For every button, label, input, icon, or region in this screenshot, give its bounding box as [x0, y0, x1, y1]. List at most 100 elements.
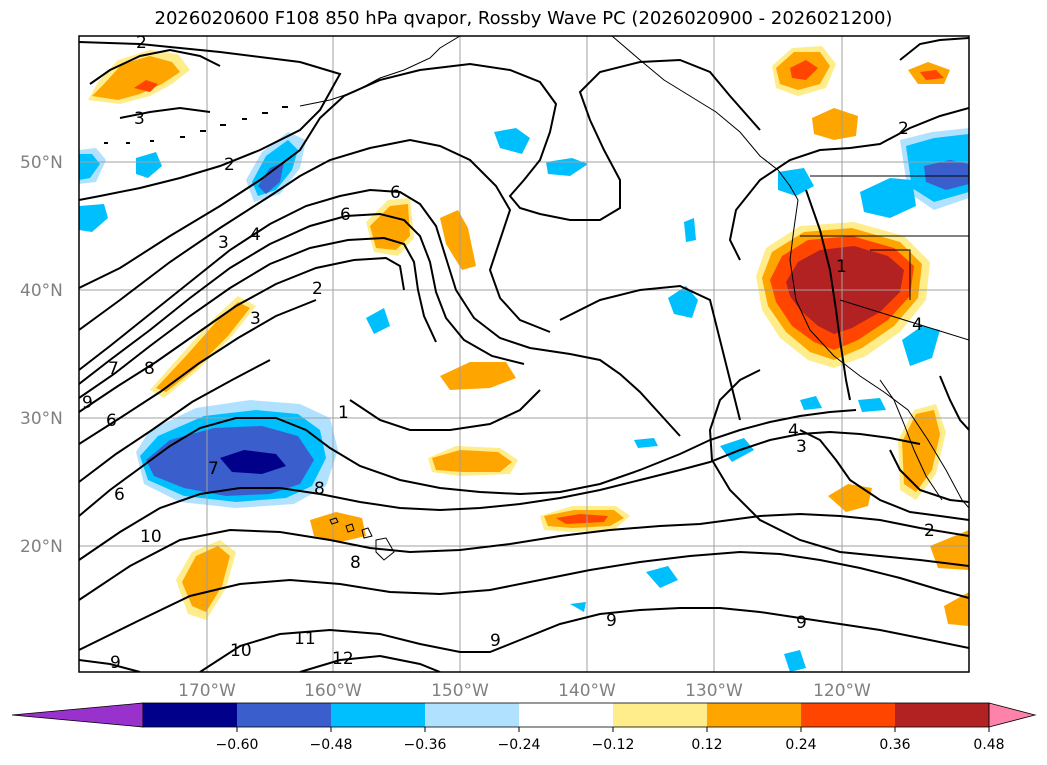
contour-label: 4	[250, 225, 261, 245]
negative-anomaly-region	[720, 438, 754, 462]
contour-label: 3	[134, 109, 145, 129]
colorbar-segment	[895, 703, 990, 727]
colorbar-extend-low	[11, 702, 144, 728]
contour-label: 7	[108, 359, 119, 379]
contour-label: 8	[144, 359, 155, 379]
contour-label: 2	[136, 33, 147, 53]
contour-label: 11	[294, 629, 316, 649]
contour-label: 7	[208, 459, 219, 479]
positive-anomaly-region	[944, 592, 969, 626]
contour-label: 8	[314, 479, 325, 499]
positive-anomaly-region	[92, 56, 180, 100]
positive-anomaly-region	[828, 484, 872, 512]
latitude-label: 30°N	[20, 409, 63, 429]
aleutian-islands	[104, 106, 288, 144]
colorbar-segment	[237, 703, 332, 727]
chart-title: 2026020600 F108 850 hPa qvapor, Rossby W…	[154, 8, 893, 29]
map-content: 2 3 2 3 4 6 6 2 3 7 8 9 6 1 7 8 6 10 8 1…	[79, 33, 969, 672]
latitude-label: 40°N	[20, 281, 63, 301]
hawaii-islands	[329, 517, 395, 561]
contour-label: 4	[912, 315, 923, 335]
colorbar-tick-label: −0.12	[592, 737, 635, 753]
positive-anomaly-region	[440, 210, 476, 270]
negative-anomaly-region	[494, 128, 530, 154]
negative-anomaly-region	[924, 160, 969, 190]
colorbar: −0.60 −0.48 −0.36 −0.24 −0.12 0.12 0.24 0.36 0.4…	[11, 702, 1037, 753]
contour-label: 6	[106, 411, 117, 431]
negative-anomaly-region	[858, 398, 886, 412]
colorbar-extend-high	[988, 702, 1037, 728]
longitude-label: 130°W	[685, 681, 743, 701]
negative-anomaly-region	[684, 218, 696, 242]
colorbar-tick-label: 0.36	[879, 737, 910, 753]
contour-label: 2	[924, 521, 935, 541]
contour-label: 9	[490, 631, 501, 651]
longitude-label: 150°W	[431, 681, 489, 701]
contour-label: 4	[788, 421, 799, 441]
negative-anomaly-region	[220, 450, 286, 474]
positive-anomaly-region	[902, 410, 940, 492]
contour-label: 10	[230, 641, 252, 661]
contour-label: 9	[606, 611, 617, 631]
map-frame	[78, 35, 970, 673]
positive-anomaly-region	[920, 70, 944, 80]
positive-anomaly-region	[134, 80, 158, 92]
positive-anomaly-region	[812, 108, 858, 140]
contour-label: 2	[224, 155, 235, 175]
colorbar-segment	[613, 703, 708, 727]
colorbar-tick-label: 0.24	[785, 737, 816, 753]
positive-anomaly-region	[556, 514, 608, 524]
contour-label: 1	[836, 257, 847, 277]
contour-label: 6	[340, 205, 351, 225]
positive-anomaly-region	[790, 60, 818, 80]
latitude-label: 50°N	[20, 153, 63, 173]
colorbar-segment	[425, 703, 520, 727]
coastlines	[299, 36, 969, 509]
contour-label: 2	[312, 279, 323, 299]
negative-anomaly-region	[570, 602, 586, 612]
colorbar-tick-label: −0.24	[498, 737, 541, 753]
negative-anomaly-region	[668, 286, 698, 318]
longitude-labels: 170°W 160°W 150°W 140°W 130°W 120°W	[178, 681, 871, 701]
latitude-label: 20°N	[20, 537, 63, 557]
contour-label: 9	[796, 613, 807, 633]
colorbar-segment	[331, 703, 426, 727]
colorbar-tick-label: 0.12	[691, 737, 722, 753]
colorbar-tick-label: −0.60	[216, 737, 259, 753]
negative-anomaly-region	[79, 204, 108, 232]
contour-label: 10	[140, 527, 162, 547]
contour-label: 6	[390, 183, 401, 203]
longitude-label: 140°W	[558, 681, 616, 701]
contour-label: 3	[218, 233, 229, 253]
colorbar-segment	[707, 703, 802, 727]
negative-anomaly-region	[902, 326, 940, 366]
negative-anomaly-region	[646, 566, 678, 588]
contour-label: 9	[82, 393, 93, 413]
negative-anomaly-region	[79, 154, 100, 180]
positive-anomaly-region	[930, 530, 969, 570]
colorbar-tick-label: −0.36	[404, 737, 447, 753]
latitude-labels: 50°N 40°N 30°N 20°N	[20, 153, 63, 557]
negative-anomaly-region	[784, 650, 806, 672]
rossby-wave-contours	[79, 37, 969, 672]
colorbar-tick-label: 0.48	[973, 737, 1004, 753]
negative-anomaly-region	[258, 162, 284, 194]
negative-anomaly-region	[136, 152, 162, 178]
colorbar-segment	[519, 703, 614, 727]
negative-anomaly-region	[778, 168, 814, 196]
contour-label: 1	[338, 403, 349, 423]
longitude-label: 170°W	[178, 681, 236, 701]
negative-anomaly-region	[800, 396, 822, 410]
contour-label: 2	[898, 119, 909, 139]
colorbar-tick-label: −0.48	[310, 737, 353, 753]
contour-label: 3	[796, 437, 807, 457]
contour-label: 3	[250, 309, 261, 329]
contour-labels: 2 3 2 3 4 6 6 2 3 7 8 9 6 1 7 8 6 10 8 1…	[82, 33, 935, 672]
negative-anomaly-region	[366, 308, 390, 334]
contour-label: 8	[350, 553, 361, 573]
longitude-label: 120°W	[813, 681, 871, 701]
longitude-label: 160°W	[304, 681, 362, 701]
positive-anomaly-region	[432, 450, 512, 472]
colorbar-segment	[801, 703, 896, 727]
